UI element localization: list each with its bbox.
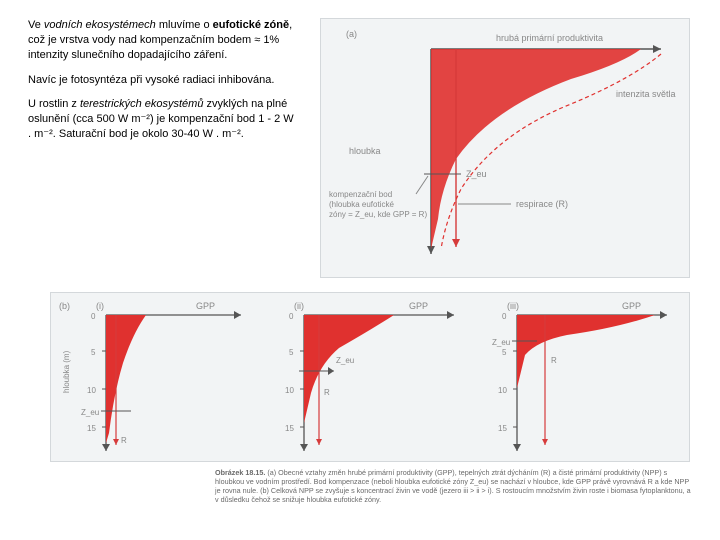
gpp-fill-iii <box>517 315 655 388</box>
top-axis-arrow <box>653 45 661 53</box>
caption-body: (a) Obecné vztahy změn hrubé primární pr… <box>215 468 691 504</box>
resp-label: respirace (R) <box>516 199 568 209</box>
sub-panel-i: (b) (i) GPP 0 5 10 15 hloubka (m) R <box>51 293 264 461</box>
svg-text:5: 5 <box>502 348 507 357</box>
b-label: (b) <box>59 301 70 311</box>
x-arrow-iii <box>660 311 667 319</box>
p1-text-a: Ve <box>28 19 44 31</box>
r-label-iii: R <box>551 356 557 365</box>
p1-text-c: mluvíme o <box>156 19 213 31</box>
y-label-b: hloubka (m) <box>62 350 71 393</box>
gpp-label-iii: GPP <box>622 301 641 311</box>
p1-italic: vodních ekosystémech <box>44 19 156 31</box>
tick-i-0: 0 <box>91 312 96 321</box>
gpp-fill-i <box>106 315 146 443</box>
y-arrow-ii <box>300 444 308 451</box>
light-label: intenzita světla <box>616 89 676 99</box>
comp-label-2: (hloubka eufotické <box>329 200 394 209</box>
svg-text:15: 15 <box>285 424 294 433</box>
r-label-ii: R <box>324 388 330 397</box>
comp-label-3: zóny = Z_eu, kde GPP = R) <box>329 210 427 219</box>
gpp-fill-ii <box>304 315 394 423</box>
diagram-a: (a) hrubá primární produktivita hloubka … <box>320 18 690 278</box>
svg-text:10: 10 <box>285 386 294 395</box>
gpp-fill-shape <box>431 49 641 249</box>
comp-label-1: kompenzační bod <box>329 190 392 199</box>
panel-a-label: (a) <box>346 29 357 39</box>
respiration-arrow <box>452 239 460 247</box>
sub-svg-iii: (iii) GPP 0 5 10 15 R Z_eu <box>477 293 690 463</box>
top-axis-label: hrubá primární produktivita <box>496 33 603 43</box>
r-arrow-ii <box>316 439 322 445</box>
x-arrow-ii <box>447 311 454 319</box>
sub-panel-ii: (ii) GPP 0 5 10 15 R Z_eu <box>264 293 477 461</box>
zeu-text-i: Z_eu <box>81 408 99 417</box>
gpp-label-ii: GPP <box>409 301 428 311</box>
sub-svg-i: (b) (i) GPP 0 5 10 15 hloubka (m) R <box>51 293 264 463</box>
zeu-text-ii: Z_eu <box>336 356 354 365</box>
diagram-b: (b) (i) GPP 0 5 10 15 hloubka (m) R <box>50 292 690 462</box>
tick-i-10: 10 <box>87 386 96 395</box>
r-arrow-i <box>113 439 119 445</box>
x-arrow-i <box>234 311 241 319</box>
p3-italic: terestrických ekosystémů <box>80 98 203 110</box>
svg-text:0: 0 <box>502 312 507 321</box>
zeu-label: Z_eu <box>466 169 487 179</box>
paragraph-1: Ve vodních ekosystémech mluvíme o eufoti… <box>28 18 298 63</box>
svg-text:10: 10 <box>498 386 507 395</box>
diagram-a-svg: (a) hrubá primární produktivita hloubka … <box>321 19 691 279</box>
zeu-text-iii: Z_eu <box>492 338 510 347</box>
svg-text:15: 15 <box>498 424 507 433</box>
comp-arrow <box>416 176 428 194</box>
y-arrow-i <box>102 444 110 451</box>
paragraph-3: U rostlin z terestrických ekosystémů zvy… <box>28 97 298 142</box>
sub-label-i: (i) <box>96 301 104 311</box>
sub-panel-iii: (iii) GPP 0 5 10 15 R Z_eu <box>477 293 690 461</box>
tick-i-15: 15 <box>87 424 96 433</box>
svg-text:0: 0 <box>289 312 294 321</box>
y-axis-label: hloubka <box>349 146 381 156</box>
text-panel: Ve vodních ekosystémech mluvíme o eufoti… <box>28 18 298 152</box>
tick-i-5: 5 <box>91 348 96 357</box>
r-label-i: R <box>121 436 127 445</box>
gpp-label-i: GPP <box>196 301 215 311</box>
figure-caption: Obrázek 18.15. (a) Obecné vztahy změn hr… <box>215 468 695 504</box>
caption-title: Obrázek 18.15. <box>215 468 265 477</box>
sub-label-ii: (ii) <box>294 301 304 311</box>
sub-svg-ii: (ii) GPP 0 5 10 15 R Z_eu <box>264 293 477 463</box>
p3-text-a: U rostlin z <box>28 98 80 110</box>
svg-text:5: 5 <box>289 348 294 357</box>
p1-bold: eufotické zóně <box>213 19 289 31</box>
r-arrow-iii <box>542 439 548 445</box>
paragraph-2: Navíc je fotosyntéza při vysoké radiaci … <box>28 73 298 88</box>
sub-label-iii: (iii) <box>507 301 519 311</box>
y-arrow-iii <box>513 444 521 451</box>
